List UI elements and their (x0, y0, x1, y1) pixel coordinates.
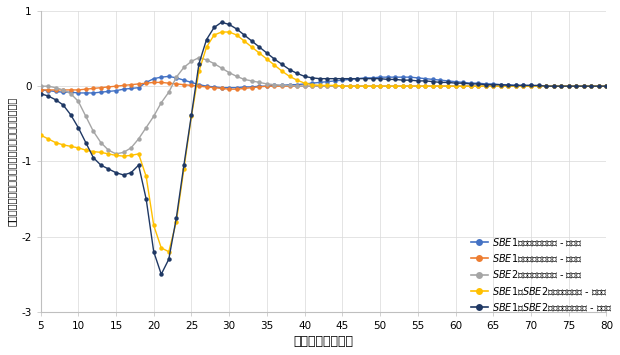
X-axis label: グルコース重合度: グルコース重合度 (293, 335, 353, 348)
Legend: $\mathit{SBE1}$型抑制系統＃１２ - 野生型, $\mathit{SBE1}$型抑制系統＃１４ - 野生型, $\mathit{SBE2}$型抑制: $\mathit{SBE1}$型抑制系統＃１２ - 野生型, $\mathit{… (471, 236, 613, 313)
Y-axis label: アミロペクチン側鎖長のピーク面積の差異（％）: アミロペクチン側鎖長のピーク面積の差異（％） (7, 97, 17, 226)
